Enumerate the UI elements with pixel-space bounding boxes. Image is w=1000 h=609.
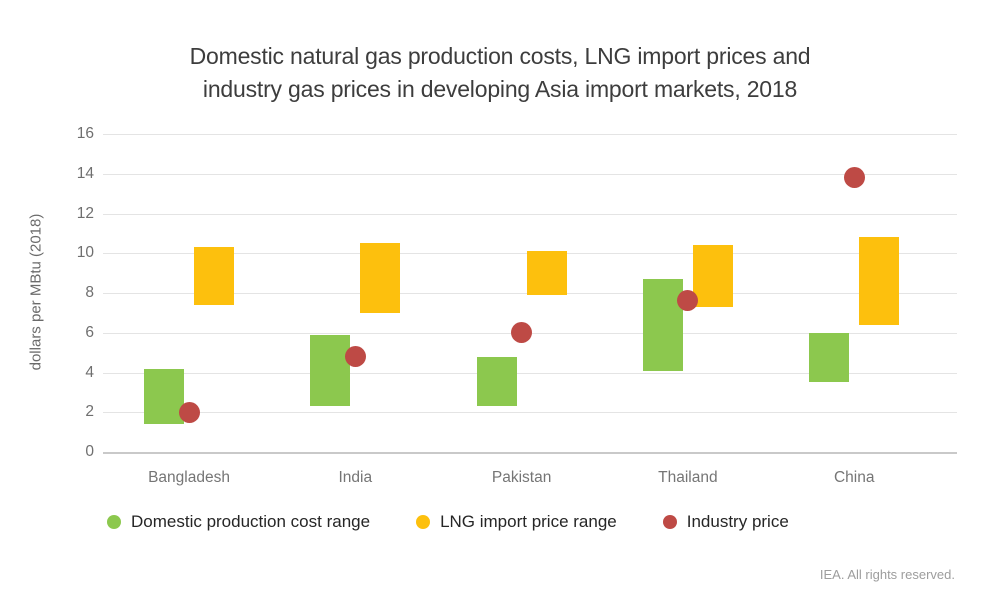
plot-area	[103, 134, 957, 454]
legend-swatch-domestic-production-cost-range	[107, 515, 121, 529]
legend-label-lng-import-price-range: LNG import price range	[440, 512, 617, 531]
lng-import-price-bar-china	[859, 237, 900, 325]
legend-item-lng-import-price-range[interactable]: LNG import price range	[416, 512, 617, 532]
gridline	[103, 412, 957, 414]
y-tick-label: 2	[85, 403, 94, 421]
lng-import-price-bar-thailand	[692, 245, 733, 307]
chart-title-line-1: Domestic natural gas production costs, L…	[189, 43, 811, 69]
production-cost-bar-bangladesh	[144, 368, 184, 425]
legend-label-industry-price: Industry price	[686, 512, 789, 531]
y-tick-label: 12	[76, 204, 94, 222]
y-axis-title: dollars per MBtu (2018)	[27, 213, 45, 371]
y-tick-label: 0	[85, 443, 94, 460]
category-label-china: China	[833, 469, 875, 486]
copyright-note: IEA. All rights reserved.	[819, 567, 955, 582]
gridline	[103, 134, 957, 135]
category-label-india: India	[338, 469, 373, 486]
y-tick-label: 8	[85, 284, 94, 301]
industry-price-dot-bangladesh	[178, 401, 200, 423]
gridline	[103, 173, 957, 175]
y-tick-label: 16	[76, 125, 94, 142]
category-label-bangladesh: Bangladesh	[148, 469, 230, 486]
industry-price-dot-china	[843, 167, 865, 189]
y-tick-label: 10	[76, 244, 94, 262]
lng-import-price-bar-bangladesh	[194, 247, 234, 305]
y-tick-label: 6	[85, 323, 94, 341]
chart-title-line-2: industry gas prices in developing Asia i…	[202, 75, 798, 102]
category-label-pakistan: Pakistan	[491, 469, 552, 486]
production-cost-bar-pakistan	[476, 356, 517, 407]
industry-price-dot-pakistan	[511, 322, 533, 344]
legend-item-domestic-production-cost-range[interactable]: Domestic production cost range	[107, 512, 370, 532]
category-label-thailand: Thailand	[658, 469, 718, 486]
legend-label-domestic-production-cost-range: Domestic production cost range	[131, 512, 371, 531]
x-axis-baseline	[103, 452, 957, 454]
y-tick-label: 14	[76, 164, 94, 182]
lng-import-price-bar-india	[360, 243, 401, 313]
industry-price-dot-india	[344, 346, 366, 368]
legend-swatch-industry-price	[662, 515, 677, 529]
legend-item-industry-price[interactable]: Industry price	[662, 512, 789, 532]
lng-import-price-bar-pakistan	[526, 251, 567, 295]
chart-title: Domestic natural gas production costs, L…	[0, 40, 1000, 105]
legend-swatch-lng-import-price-range	[416, 515, 431, 529]
y-tick-label: 4	[85, 363, 94, 381]
industry-price-dot-thailand	[677, 290, 699, 312]
production-cost-bar-china	[809, 332, 850, 383]
production-cost-bar-india	[310, 334, 351, 407]
production-cost-bar-thailand	[642, 279, 683, 371]
gridline	[103, 213, 957, 215]
legend: Domestic production cost range LNG import…	[107, 512, 789, 532]
gridline	[103, 372, 957, 374]
